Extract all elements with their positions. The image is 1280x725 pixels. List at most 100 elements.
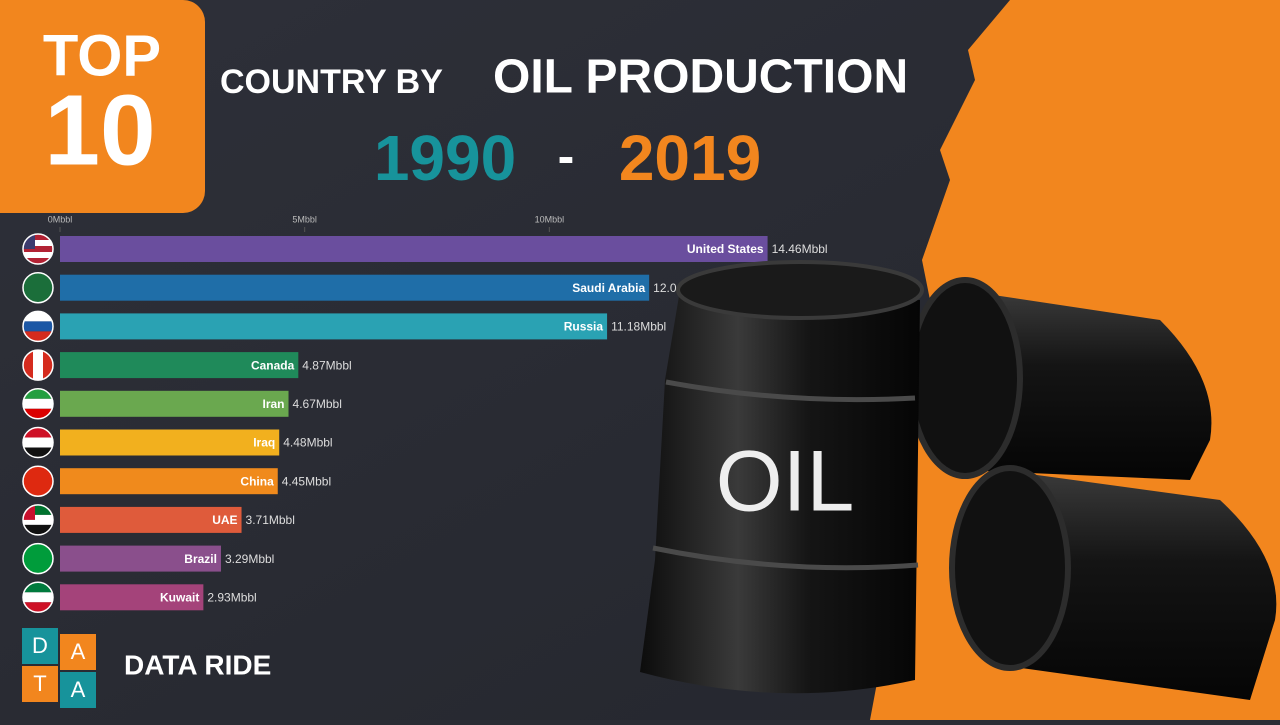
flag-border <box>22 504 54 536</box>
category-label: Russia <box>564 320 604 334</box>
logo: D A T A DATA RIDE <box>22 628 271 708</box>
barrels: OIL <box>640 260 1277 700</box>
flag-stripe <box>23 272 53 303</box>
flag-stripe <box>23 350 33 381</box>
barrel-label: OIL <box>716 434 855 530</box>
flag-stripe <box>23 514 53 525</box>
value-label: 3.71Mbbl <box>246 513 295 527</box>
flag-stripe <box>23 246 53 252</box>
category-label: United States <box>687 242 764 256</box>
bar-chart: 0Mbbl 5Mbbl 10Mbbl United States 14.46Mbbl Sa… <box>22 214 828 614</box>
flag-stripe <box>43 350 53 381</box>
category-label: Iran <box>263 397 285 411</box>
badge-number: 10 <box>44 74 155 186</box>
flag-border <box>22 349 54 381</box>
flag-stripe <box>23 524 53 535</box>
barrel-body <box>960 290 1212 480</box>
x-tick-label: 10Mbbl <box>535 214 565 224</box>
flag-stripe <box>23 398 53 409</box>
flag <box>22 504 54 536</box>
flag <box>22 310 54 343</box>
flag <box>22 233 54 265</box>
x-tick-label: 0Mbbl <box>48 214 73 224</box>
barrel-ring <box>665 379 916 403</box>
flag-stripe <box>23 252 53 258</box>
bar <box>60 390 289 417</box>
logo-tile <box>22 666 58 702</box>
logo-tile <box>22 628 58 664</box>
flag-stripe <box>23 331 53 342</box>
badge-top: TOP <box>43 23 161 88</box>
flag-stripe <box>23 437 53 448</box>
barrel-face <box>907 277 1023 479</box>
value-label: 2.93Mbbl <box>207 590 256 604</box>
title-main: OIL PRODUCTION <box>493 51 908 104</box>
category-label: China <box>240 474 274 488</box>
badge-edge <box>0 0 60 213</box>
flag-stripe <box>23 466 53 497</box>
flag-border <box>22 465 54 497</box>
flag <box>22 349 54 381</box>
logo-letter: A <box>71 677 86 702</box>
flag-stripe <box>23 427 53 438</box>
bar <box>60 313 608 340</box>
flag <box>22 581 54 614</box>
flag-border <box>22 581 54 614</box>
bar <box>60 429 280 456</box>
flag <box>22 426 54 459</box>
category-label: Canada <box>251 358 295 372</box>
flag-stripe <box>23 582 53 593</box>
value-label: 4.45Mbbl <box>282 474 331 488</box>
x-tick-label: 5Mbbl <box>292 214 317 224</box>
flag-stripe <box>23 321 53 332</box>
flag-stripe <box>23 258 53 264</box>
bar <box>60 274 650 301</box>
bar <box>60 352 299 379</box>
bar <box>60 584 204 611</box>
lying-barrel-bottom <box>949 465 1277 700</box>
flag-border <box>22 388 54 420</box>
bar <box>60 236 768 262</box>
flag-stripe <box>23 240 53 246</box>
flag-stripe <box>23 388 53 399</box>
barrel-lid <box>676 260 924 320</box>
value-label: 4.67Mbbl <box>293 397 342 411</box>
logo-tile <box>60 634 96 670</box>
flag-border <box>22 426 54 459</box>
flag-border <box>22 542 54 575</box>
lying-barrel-top <box>907 277 1212 480</box>
standing-barrel: OIL <box>640 260 924 694</box>
flag <box>22 388 54 420</box>
title-prefix: COUNTRY BY <box>220 63 443 101</box>
barrel-body <box>1000 470 1277 700</box>
flag-stripe <box>23 447 53 458</box>
logo-letter: D <box>32 633 48 658</box>
flag-stripe <box>23 602 53 613</box>
flag-border <box>22 233 54 265</box>
logo-letter: T <box>33 671 46 696</box>
bar <box>60 506 242 533</box>
flag-stripe <box>23 234 53 240</box>
flag <box>22 542 54 575</box>
year-end: 2019 <box>619 122 761 194</box>
flag-stripe <box>23 408 53 419</box>
flag-stripe <box>33 350 43 381</box>
category-label: Saudi Arabia <box>572 281 645 295</box>
flag <box>22 465 54 497</box>
category-label: UAE <box>212 513 237 527</box>
category-label: Brazil <box>184 552 217 566</box>
year-separator: - <box>558 128 575 184</box>
value-label: 11.18Mbbl <box>611 320 666 334</box>
value-label: 4.87Mbbl <box>302 358 351 372</box>
flag-stripe <box>23 543 53 574</box>
flag-stripe <box>23 504 53 515</box>
flag-stripe <box>23 592 53 603</box>
barrel-face <box>949 465 1071 671</box>
bar <box>60 545 221 572</box>
barrel-ring <box>652 545 919 571</box>
logo-tile <box>60 672 96 708</box>
bar <box>60 468 278 495</box>
value-label: 14.46Mbbl <box>772 242 828 256</box>
